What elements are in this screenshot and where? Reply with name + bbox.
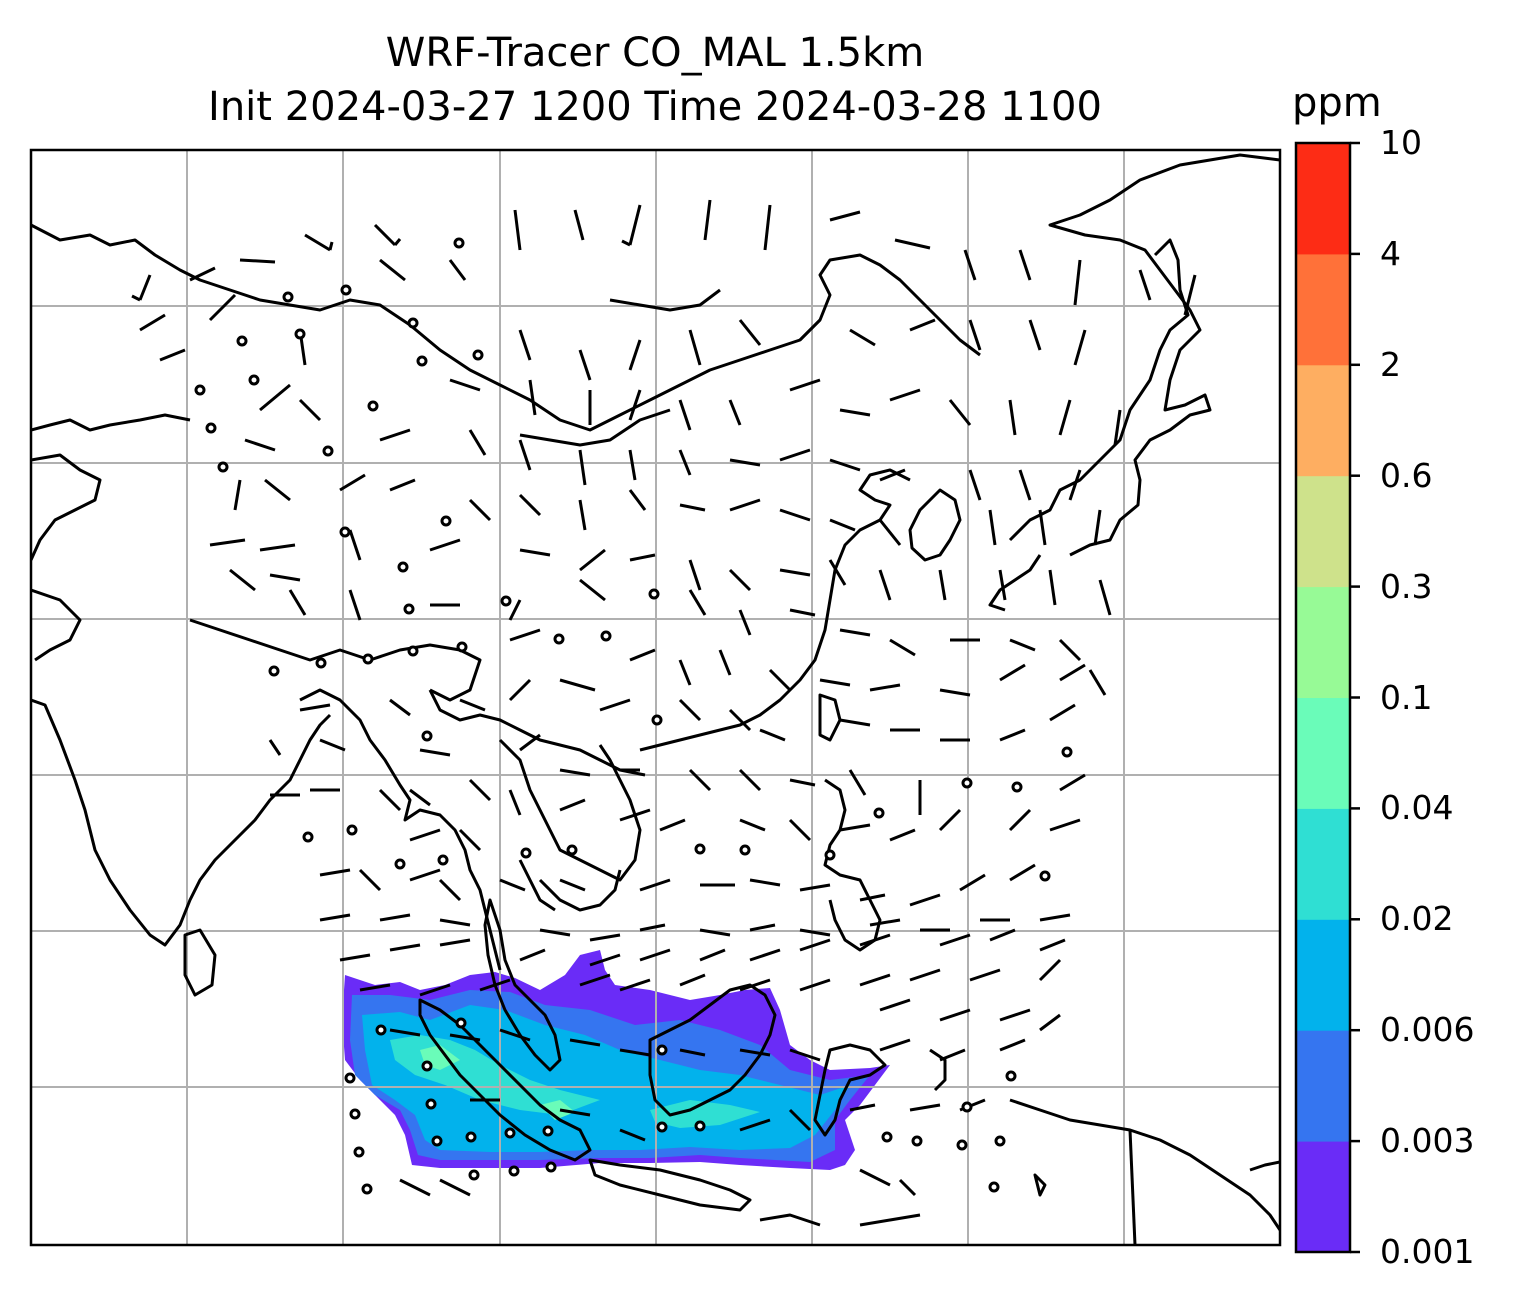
colorbar-segment (1296, 1030, 1350, 1142)
colorbar-tick-label: 4 (1380, 233, 1401, 273)
map-title-line1: WRF-Tracer CO_MAL 1.5km (385, 30, 925, 76)
colorbar-tick-label: 0.04 (1380, 788, 1454, 828)
colorbar-tick-label: 0.6 (1380, 455, 1433, 495)
colorbar-segment (1296, 364, 1350, 477)
colorbar-segment (1296, 253, 1350, 366)
colorbar-segment (1296, 475, 1350, 588)
colorbar (1294, 141, 1360, 1254)
colorbar-segment (1296, 919, 1350, 1031)
colorbar-tick-label: 2 (1380, 344, 1401, 384)
colorbar-tick-label: 10 (1380, 123, 1422, 162)
colorbar-tick-label: 0.003 (1380, 1121, 1475, 1161)
colorbar-segment (1296, 697, 1350, 809)
colorbar-segment (1296, 586, 1350, 698)
map-title-line2: Init 2024-03-27 1200 Time 2024-03-28 110… (208, 84, 1102, 130)
colorbar-segment (1296, 808, 1350, 920)
colorbar-tick-label: 0.001 (1380, 1232, 1475, 1271)
map-frame (29, 148, 1282, 1247)
colorbar-tick-label: 0.006 (1380, 1010, 1475, 1050)
colorbar-segment (1296, 143, 1350, 255)
colorbar-segment (1296, 1141, 1350, 1253)
colorbar-tick-label: 0.3 (1380, 566, 1433, 606)
colorbar-tick-label: 0.1 (1380, 677, 1433, 717)
colorbar-unit-label: ppm (1292, 80, 1382, 126)
map-gridlines (31, 150, 1280, 1245)
wind-barbs (131, 199, 1197, 1197)
calm-wind-markers (194, 237, 1073, 1195)
tracer-field (342, 950, 890, 1170)
coastlines (31, 153, 1280, 1245)
colorbar-tick-label: 0.02 (1380, 899, 1454, 939)
